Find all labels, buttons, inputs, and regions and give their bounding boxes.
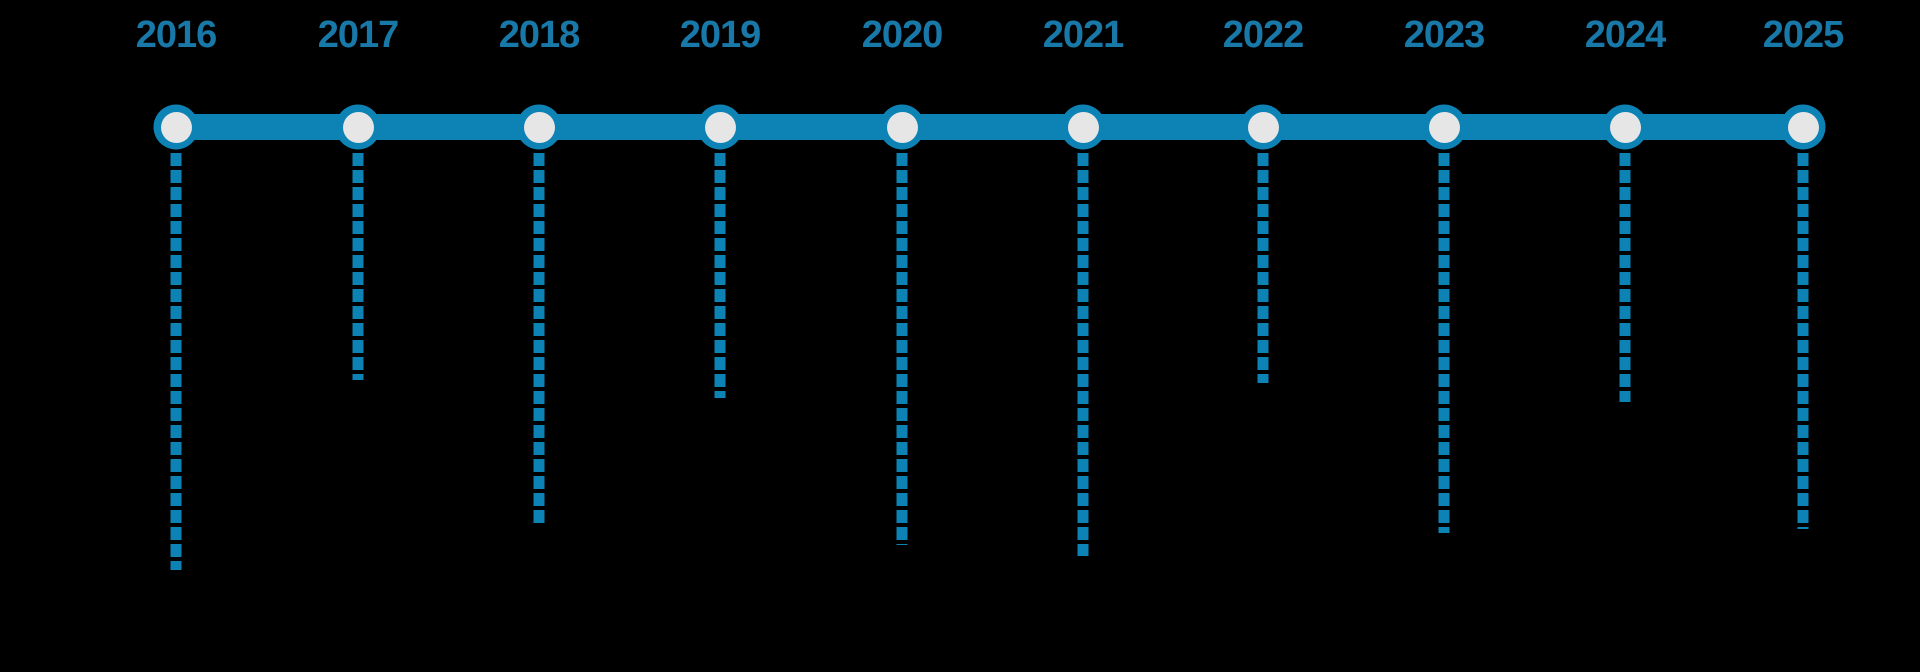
timeline-stem-dashed-line xyxy=(352,153,364,380)
timeline-node-icon xyxy=(879,104,925,150)
year-label: 2021 xyxy=(1042,14,1125,56)
timeline-horizontal-bar xyxy=(176,114,1803,140)
year-label: 2020 xyxy=(861,14,944,56)
timeline-node-icon xyxy=(697,104,743,150)
timeline-stem-dashed-line xyxy=(1438,153,1450,533)
timeline-stem-dashed-line xyxy=(1797,153,1809,529)
timeline-node-inner-circle xyxy=(704,111,736,143)
timeline-node-inner-circle xyxy=(886,111,918,143)
timeline-node-icon xyxy=(1780,104,1826,150)
year-label: 2017 xyxy=(317,14,400,56)
timeline-node-icon xyxy=(516,104,562,150)
timeline-node-inner-circle xyxy=(1609,111,1641,143)
year-label: 2024 xyxy=(1584,14,1667,56)
year-label: 2023 xyxy=(1403,14,1486,56)
timeline-node-inner-circle xyxy=(1787,111,1819,143)
year-label: 2018 xyxy=(498,14,581,56)
timeline-node-inner-circle xyxy=(1428,111,1460,143)
year-label: 2025 xyxy=(1762,14,1845,56)
timeline-node-inner-circle xyxy=(342,111,374,143)
timeline-node-inner-circle xyxy=(1247,111,1279,143)
year-label: 2019 xyxy=(679,14,762,56)
timeline-node-icon xyxy=(153,104,199,150)
timeline-node-icon xyxy=(1060,104,1106,150)
timeline-node-icon xyxy=(335,104,381,150)
timeline-node-icon xyxy=(1602,104,1648,150)
timeline-stem-dashed-line xyxy=(896,153,908,545)
timeline-stem-dashed-line xyxy=(170,153,182,570)
timeline-stem-dashed-line xyxy=(1619,153,1631,402)
timeline-node-icon xyxy=(1240,104,1286,150)
timeline-stem-dashed-line xyxy=(714,153,726,398)
year-label: 2016 xyxy=(135,14,218,56)
timeline-node-icon xyxy=(1421,104,1467,150)
timeline-stem-dashed-line xyxy=(1257,153,1269,383)
timeline-stem-dashed-line xyxy=(533,153,545,527)
timeline-node-inner-circle xyxy=(1067,111,1099,143)
year-label: 2022 xyxy=(1222,14,1305,56)
timeline-node-inner-circle xyxy=(523,111,555,143)
timeline-node-inner-circle xyxy=(160,111,192,143)
timeline-stem-dashed-line xyxy=(1077,153,1089,556)
